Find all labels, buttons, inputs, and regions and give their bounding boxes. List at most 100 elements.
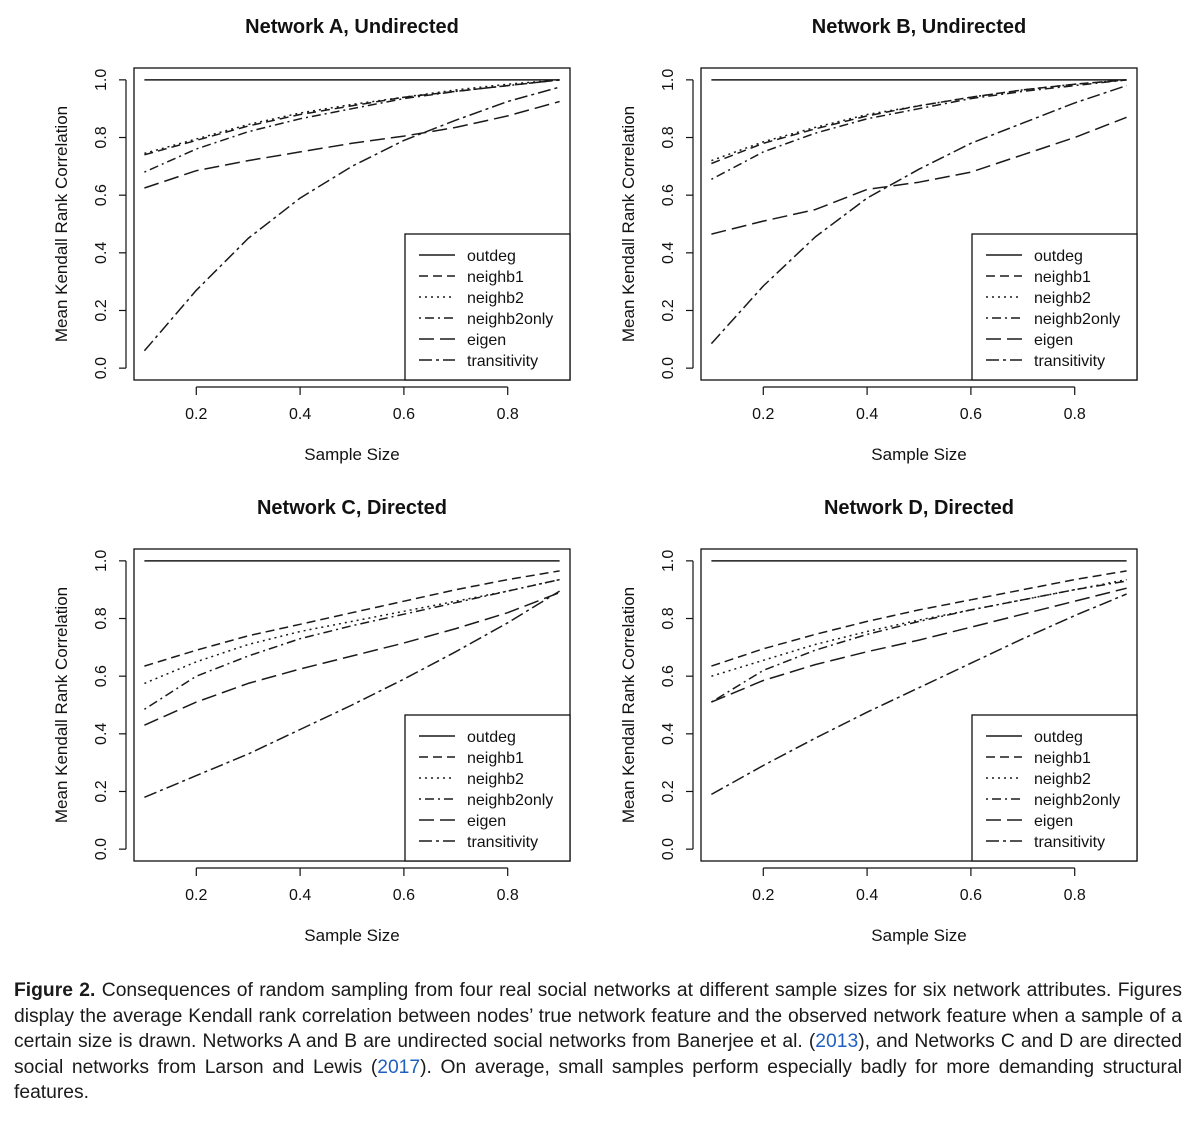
chart-3-legend-neighb1-label: neighb1 <box>467 750 524 767</box>
chart-1-series-neighb2-line <box>144 79 560 155</box>
chart-3-legend-eigen-label: eigen <box>467 813 506 830</box>
chart-2-series-transitivity-line <box>710 84 1127 345</box>
chart-3-plot-frame <box>133 548 571 862</box>
chart-4-series-neighb1-line <box>711 570 1127 667</box>
chart-1-legend-neighb2-label: neighb2 <box>467 290 524 307</box>
chart-1-legend-box <box>404 233 571 381</box>
chart-3-series-neighb2only-line <box>143 578 560 710</box>
chart-4-legend: outdeg neighb1 neighb2 neighb2only eigen tran… <box>971 714 1138 862</box>
chart-3-y-tick-label: 0.2 <box>93 780 110 802</box>
chart-4-y-tick-label: 0.0 <box>660 838 677 860</box>
chart-3-legend-outdeg-label: outdeg <box>467 729 516 746</box>
chart-1-legend-neighb2only-label: neighb2only <box>467 311 553 328</box>
caption-text-1: Consequences of random sampling from fou… <box>14 980 1182 1053</box>
chart-2-series-eigen-line <box>711 116 1127 235</box>
chart-1-series-neighb1-line <box>144 79 560 156</box>
chart-4-series-transitivity-line <box>711 593 1127 796</box>
chart-3-series-neighb1-line <box>144 570 560 667</box>
chart-1-series-eigen-line <box>144 100 560 189</box>
figure-panels: Network A, Undirected 0.2 0.4 0.6 0.8 Sample … <box>52 16 1138 945</box>
chart-2-series-neighb2only-line <box>711 79 1127 180</box>
caption-label: Figure 2. <box>14 980 96 1001</box>
chart-2-x-tick-label: 0.2 <box>752 406 774 423</box>
chart-2-y-tick-label: 1.0 <box>660 69 677 91</box>
chart-3-x-axis-label: Sample Size <box>304 926 399 945</box>
caption-citation-banerjee[interactable]: 2013 <box>815 1031 859 1053</box>
chart-3-y-axis-label: Mean Kendall Rank Correlation <box>52 587 71 823</box>
chart-3-series-eigen-line <box>144 591 560 726</box>
chart-3-title: Network C, Directed <box>257 497 447 519</box>
chart-2: Network B, Undirected 0.2 0.4 0.6 0.8 Sample … <box>619 16 1138 464</box>
chart-2-y-tick-label: 0.2 <box>660 299 677 321</box>
chart-4-series-neighb2-line <box>711 578 1127 677</box>
chart-1-y-tick-label: 0.4 <box>93 242 110 264</box>
chart-1-title: Network A, Undirected <box>245 16 459 38</box>
chart-3-series-transitivity-line <box>144 590 560 798</box>
chart-1-x-tick-label: 0.8 <box>497 406 519 423</box>
figure-caption: Figure 2. Consequences of random samplin… <box>14 978 1182 1106</box>
chart-2-title: Network B, Undirected <box>812 16 1026 38</box>
chart-1-y-tick-label: 0.6 <box>93 184 110 206</box>
chart-3: Network C, Directed 0.2 0.4 0.6 0.8 Sample Si… <box>52 497 571 945</box>
chart-3-series-neighb2-line <box>144 578 560 685</box>
chart-1-y-tick-label: 0.0 <box>93 357 110 379</box>
chart-4-y-tick-label: 0.2 <box>660 780 677 802</box>
chart-4-legend-neighb2-label: neighb2 <box>1034 771 1091 788</box>
chart-2-y-tick-label: 0.8 <box>660 126 677 148</box>
caption-text-3: ). On average, small samples perform esp… <box>14 1056 1182 1104</box>
chart-3-y-tick-label: 0.6 <box>93 665 110 687</box>
chart-2-x-axis-label: Sample Size <box>871 445 966 464</box>
chart-1-y-tick-label: 0.2 <box>93 299 110 321</box>
chart-4-title: Network D, Directed <box>824 497 1014 519</box>
chart-4-series-neighb2only-line <box>711 580 1127 703</box>
chart-4-legend-neighb1-label: neighb1 <box>1034 750 1091 767</box>
chart-3-x-tick-label: 0.6 <box>393 887 415 904</box>
chart-2-x-tick-label: 0.6 <box>960 406 982 423</box>
chart-3-y-tick-label: 0.4 <box>93 723 110 745</box>
chart-1-x-tick-label: 0.4 <box>289 406 311 423</box>
chart-2-y-tick-label: 0.0 <box>660 357 677 379</box>
chart-3-y-tick-label: 0.8 <box>93 607 110 629</box>
chart-4-y-tick-label: 0.8 <box>660 607 677 629</box>
chart-2-legend-neighb1-label: neighb1 <box>1034 269 1091 286</box>
chart-2-legend-transitivity-label: transitivity <box>1034 353 1105 370</box>
chart-2-y-axis-label: Mean Kendall Rank Correlation <box>619 106 638 342</box>
caption-text-2: ), and Networks C and D are directed soc… <box>14 1031 1182 1078</box>
chart-2-plot-frame <box>700 67 1138 381</box>
chart-1-legend-neighb1-label: neighb1 <box>467 269 524 286</box>
chart-2-legend-neighb2only-label: neighb2only <box>1034 311 1120 328</box>
chart-2-y-tick-label: 0.6 <box>660 184 677 206</box>
chart-4-legend-neighb2only-label: neighb2only <box>1034 792 1120 809</box>
chart-3-y-tick-label: 1.0 <box>93 550 110 572</box>
chart-3-legend-transitivity-label: transitivity <box>467 834 538 851</box>
chart-1-x-tick-label: 0.6 <box>393 406 415 423</box>
chart-3-x-tick-label: 0.8 <box>497 887 519 904</box>
chart-1-legend: outdeg neighb1 neighb2 neighb2only eigen tran… <box>404 233 571 381</box>
chart-1: Network A, Undirected 0.2 0.4 0.6 0.8 Sample … <box>52 16 571 464</box>
chart-1-plot-frame <box>133 67 571 381</box>
chart-3-x-tick-label: 0.2 <box>185 887 207 904</box>
chart-4-x-axis-label: Sample Size <box>871 926 966 945</box>
chart-2-legend: outdeg neighb1 neighb2 neighb2only eigen tran… <box>971 233 1138 381</box>
chart-4-series-eigen-line <box>711 587 1127 703</box>
chart-4-legend-outdeg-label: outdeg <box>1034 729 1083 746</box>
caption-citation-larson[interactable]: 2017 <box>377 1056 421 1078</box>
chart-4-plot-frame <box>700 548 1138 862</box>
chart-4-legend-eigen-label: eigen <box>1034 813 1073 830</box>
chart-4-x-tick-label: 0.8 <box>1064 887 1086 904</box>
chart-1-x-tick-label: 0.2 <box>185 406 207 423</box>
chart-2-y-tick-label: 0.4 <box>660 242 677 264</box>
chart-4-legend-box <box>971 714 1138 862</box>
chart-4-y-tick-label: 0.6 <box>660 665 677 687</box>
chart-4-y-tick-label: 0.4 <box>660 723 677 745</box>
chart-4-x-tick-label: 0.2 <box>752 887 774 904</box>
chart-2-series-neighb2-line <box>711 79 1127 162</box>
chart-4-x-tick-label: 0.6 <box>960 887 982 904</box>
chart-2-x-tick-label: 0.4 <box>856 406 878 423</box>
chart-1-legend-eigen-label: eigen <box>467 332 506 349</box>
chart-1-y-tick-label: 1.0 <box>93 69 110 91</box>
chart-2-x-tick-label: 0.8 <box>1064 406 1086 423</box>
chart-3-legend: outdeg neighb1 neighb2 neighb2only eigen tran… <box>404 714 571 862</box>
chart-1-legend-outdeg-label: outdeg <box>467 248 516 265</box>
chart-4-y-axis-label: Mean Kendall Rank Correlation <box>619 587 638 823</box>
